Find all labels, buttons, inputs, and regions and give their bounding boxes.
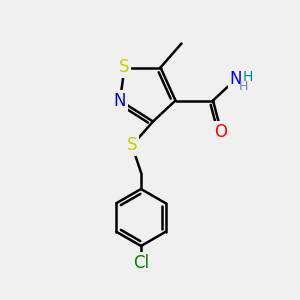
Text: O: O (214, 123, 227, 141)
Text: H: H (243, 70, 253, 83)
Text: S: S (127, 136, 137, 154)
Text: H: H (239, 80, 249, 93)
Text: N: N (114, 92, 126, 110)
Text: Cl: Cl (133, 254, 149, 272)
Text: N: N (229, 70, 242, 88)
Text: S: S (119, 58, 130, 76)
